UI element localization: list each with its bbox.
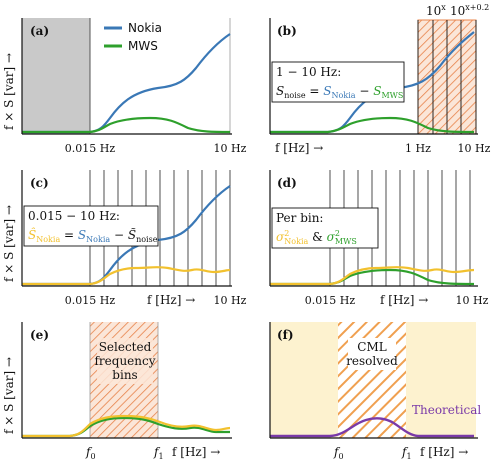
tick-left: 0.015 Hz — [305, 294, 356, 307]
panel-c: (c) 0.015 − 10 Hz: ŜNokia = SNokia − S̃n… — [2, 170, 247, 307]
mws-curve — [22, 116, 231, 134]
panel-label: (f) — [277, 328, 294, 342]
tick-f1: f1 — [401, 445, 412, 461]
panel-b: (b) 10x 10x+0.2 1 − 10 Hz: Snoise = SNok… — [269, 3, 491, 155]
theoretical-curve — [270, 417, 474, 438]
top-label-left: 10x — [426, 3, 446, 18]
annotation-bg — [97, 338, 153, 384]
tick-right: 10 Hz — [214, 142, 247, 155]
annotation-range: 0.015 − 10 Hz: — [28, 209, 120, 223]
nokia-variance-curve — [270, 266, 475, 286]
panel-label: (c) — [30, 176, 49, 190]
annotation-line1: CML — [357, 340, 386, 354]
mws-curve — [22, 416, 230, 438]
tick-f0: f0 — [85, 445, 96, 461]
panel-f: CML resolved Theoretical (f) f0 f1 f [Hz… — [269, 322, 481, 461]
nokia-curve — [22, 414, 231, 438]
panel-label: (d) — [277, 176, 297, 190]
tick-left: 0.015 Hz — [65, 294, 116, 307]
annotation-range: 1 − 10 Hz: — [276, 65, 341, 79]
x-axis-label: f [Hz] → — [420, 445, 468, 459]
panel-e: Selected frequency bins (e) f0 f1 f [Hz]… — [2, 322, 232, 461]
annotation-equation: Snoise = SNokia − SMWS — [276, 84, 403, 100]
x-axis-label: f [Hz] → — [380, 293, 428, 307]
legend-nokia: Nokia — [128, 21, 162, 35]
y-axis-label: f × S [var] → — [2, 53, 16, 130]
excluded-region — [22, 18, 90, 134]
mws-curve — [270, 116, 475, 134]
y-axis-label: f × S [var] → — [2, 205, 16, 282]
tick-right: 10 Hz — [458, 142, 491, 155]
corrected-nokia-curve — [22, 266, 231, 286]
legend-mws: MWS — [128, 39, 158, 53]
tick-right: 10 Hz — [214, 294, 247, 307]
annotation-line2: resolved — [346, 354, 398, 368]
annotation-title: Per bin: — [276, 211, 323, 225]
x-axis-label: f [Hz] → — [172, 445, 220, 459]
y-axis-label: f × S [var] → — [2, 357, 16, 434]
panel-label: (b) — [277, 24, 297, 38]
annotation-line3: bins — [112, 368, 137, 382]
panel-label: (e) — [30, 328, 49, 342]
annotation-line1: Selected — [99, 340, 152, 354]
theoretical-label: Theoretical — [412, 403, 481, 417]
annotation-box — [271, 61, 405, 103]
annotation-box — [23, 205, 159, 247]
tick-right: 10 Hz — [456, 294, 489, 307]
x-axis-label: f [Hz] → — [275, 141, 323, 155]
panel-a: (a) Nokia MWS 0.015 Hz 10 Hz f × S [var]… — [2, 18, 247, 155]
annotation-line2: frequency — [94, 354, 155, 368]
annotation-equation: σ2 Nokia & σ2 MWS — [276, 229, 357, 246]
tick-left: 0.015 Hz — [65, 142, 116, 155]
annotation-box — [271, 207, 379, 249]
nokia-curve — [22, 33, 231, 134]
x-axis-label: f [Hz] → — [147, 293, 195, 307]
annotation-equation: ŜNokia = SNokia − S̃noise — [28, 226, 158, 244]
tick-f0: f0 — [333, 445, 344, 461]
top-label-right: 10x+0.2 — [450, 3, 489, 18]
annotation-bg — [348, 338, 396, 370]
panel-d: (d) Per bin: σ2 Nokia & σ2 MWS 0.015 Hz f … — [269, 170, 489, 307]
tick-left: 1 Hz — [405, 142, 431, 155]
tick-f1: f1 — [153, 445, 164, 461]
panel-label: (a) — [30, 24, 49, 38]
